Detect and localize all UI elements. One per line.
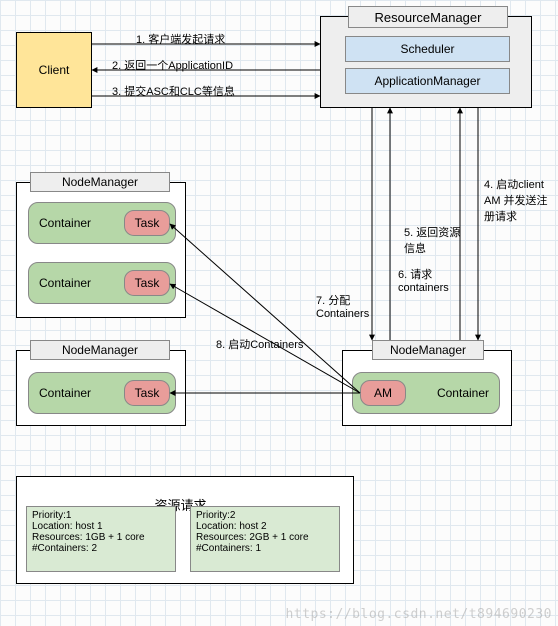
- nm1-t2: Task: [124, 270, 170, 296]
- nm2-t1-label: Task: [135, 386, 160, 400]
- edge1-label: 1. 客户端发起请求: [136, 31, 225, 47]
- r1-containers: #Containers: 2: [32, 543, 170, 554]
- nm2-title: NodeManager: [30, 340, 170, 360]
- nm2-t1: Task: [124, 380, 170, 406]
- nm3-am-label: AM: [374, 386, 392, 400]
- edge8-label: 8. 启动Containers: [216, 336, 303, 352]
- scheduler-label: Scheduler: [400, 42, 454, 56]
- r2-location: Location: host 2: [196, 521, 334, 532]
- nm1-title-text: NodeManager: [62, 175, 138, 189]
- r2-resources: Resources: 2GB + 1 core: [196, 532, 334, 543]
- r1-priority: Priority:1: [32, 510, 170, 521]
- diagram-canvas: Client ResourceManager Scheduler Applica…: [0, 0, 558, 626]
- nm1-t1: Task: [124, 210, 170, 236]
- edge3-label: 3. 提交ASC和CLC等信息: [112, 83, 235, 99]
- r2-containers: #Containers: 1: [196, 543, 334, 554]
- edge4-label: 4. 启动client AM 并发送注册请求: [484, 176, 556, 224]
- nm1-c2-label: Container: [39, 276, 91, 290]
- nm3-am: AM: [360, 380, 406, 406]
- r2-priority: Priority:2: [196, 510, 334, 521]
- nm1-c1-label: Container: [39, 216, 91, 230]
- nm1-t2-label: Task: [135, 276, 160, 290]
- nm3-title-text: NodeManager: [390, 343, 466, 357]
- r1-resources: Resources: 1GB + 1 core: [32, 532, 170, 543]
- r1-location: Location: host 1: [32, 521, 170, 532]
- rm-title-text: ResourceManager: [375, 10, 482, 25]
- nm1-title: NodeManager: [30, 172, 170, 192]
- nm2-title-text: NodeManager: [62, 343, 138, 357]
- request-r1: Priority:1 Location: host 1 Resources: 1…: [26, 506, 176, 572]
- appmgr-label: ApplicationManager: [374, 74, 480, 88]
- nm3-c1-label: Container: [437, 386, 489, 400]
- nm1-t1-label: Task: [135, 216, 160, 230]
- edge6-label: 6. 请求 containers: [398, 266, 449, 294]
- client-box: Client: [16, 32, 92, 108]
- client-label: Client: [39, 63, 70, 77]
- scheduler-box: Scheduler: [345, 36, 510, 62]
- nm2-c1-label: Container: [39, 386, 91, 400]
- rm-box: [320, 16, 532, 108]
- edge5-label: 5. 返回资源 信息: [404, 224, 460, 256]
- appmgr-box: ApplicationManager: [345, 68, 510, 94]
- edge2-label: 2. 返回一个ApplicationID: [112, 57, 233, 73]
- request-r2: Priority:2 Location: host 2 Resources: 2…: [190, 506, 340, 572]
- rm-title: ResourceManager: [348, 6, 508, 28]
- edge7-label: 7. 分配 Containers: [316, 292, 369, 320]
- watermark: https://blog.csdn.net/t894690230: [286, 607, 552, 622]
- nm3-title: NodeManager: [372, 340, 484, 360]
